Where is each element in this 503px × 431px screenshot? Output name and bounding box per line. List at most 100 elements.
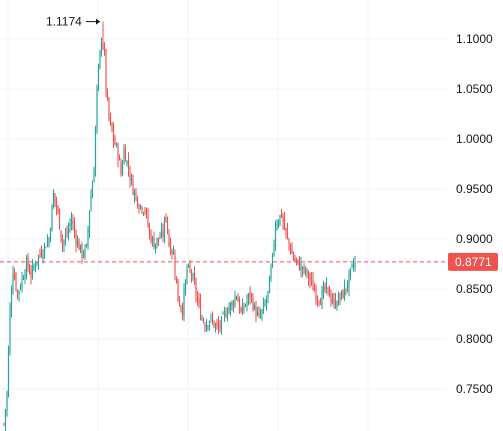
candle-body [24, 274, 26, 279]
candle-body [76, 240, 79, 247]
candle-body [114, 138, 116, 145]
candle-body [3, 423, 5, 425]
candle-body [148, 226, 151, 233]
candle-body [138, 207, 140, 210]
candle-body [292, 253, 295, 260]
candle-body [139, 204, 142, 207]
candle-body [12, 273, 14, 294]
candle-body [207, 325, 209, 327]
candle-body [255, 305, 257, 317]
candle-body [190, 271, 193, 276]
candle-body [52, 192, 55, 208]
candle-body [163, 219, 166, 237]
candle-body [342, 290, 344, 299]
candle-body [309, 277, 311, 281]
candle-body [216, 321, 218, 325]
candle-body [18, 290, 20, 295]
candle-body [214, 324, 217, 327]
candle-body [232, 303, 235, 306]
candle-body [319, 303, 322, 305]
candle-body [94, 128, 97, 175]
candle-body [217, 323, 220, 329]
candle-body [81, 243, 83, 258]
candle-body [75, 233, 77, 245]
candle-body [304, 267, 307, 273]
candle-body [229, 302, 232, 310]
candle-body [31, 265, 34, 275]
candle-body [120, 162, 122, 175]
candle-body [19, 287, 22, 289]
candle-body [252, 297, 254, 310]
candle-body [180, 305, 182, 309]
candle-body [234, 296, 236, 306]
candle-body [63, 240, 65, 246]
candle-body [286, 230, 289, 237]
candle-body [166, 217, 169, 231]
candle-body [58, 209, 61, 230]
candle-body [294, 259, 296, 261]
grid-lines [0, 0, 446, 431]
candle-body [79, 244, 82, 251]
candle-body [211, 318, 214, 321]
candle-body [115, 144, 118, 146]
candle-body [256, 312, 259, 316]
candle-body [210, 316, 212, 319]
candle-body [123, 147, 125, 164]
candle-body [97, 66, 100, 84]
candle-body [262, 303, 265, 311]
candle-body [25, 258, 28, 276]
candle-body [55, 199, 58, 208]
y-axis[interactable]: 1.1000 1.0500 1.0000 0.9500 0.9000 0.8500 0.80… [456, 32, 493, 396]
candle-body [337, 294, 340, 306]
candle-body [135, 193, 137, 196]
max-arrow-head-icon [96, 18, 100, 25]
candle-body [51, 205, 53, 232]
candle-body [159, 238, 161, 240]
candle-body [193, 272, 196, 284]
candle-body [283, 218, 286, 230]
candle-body [189, 266, 191, 271]
candle-body [171, 250, 173, 254]
candle-body [175, 276, 178, 283]
candle-body [21, 277, 23, 288]
candle-body [150, 232, 152, 243]
candle-body [265, 299, 268, 304]
candle-body [66, 232, 68, 235]
candle-body [198, 298, 200, 304]
candle-body [196, 297, 199, 300]
candle-body [69, 223, 71, 227]
candle-body [220, 316, 223, 330]
candle-body [144, 210, 146, 212]
candle-body [151, 237, 154, 241]
candle-body [100, 42, 103, 50]
candle-body [321, 291, 323, 308]
candle-body [288, 238, 290, 244]
candle-body [195, 282, 197, 296]
candle-body [91, 183, 94, 198]
candle-body [334, 298, 337, 308]
y-tick-label: 1.1000 [456, 32, 493, 46]
candle-body [235, 296, 238, 299]
y-tick-label: 0.8000 [456, 332, 493, 346]
candle-body [201, 317, 203, 320]
candle-body [9, 306, 11, 352]
candle-body [60, 230, 62, 238]
candle-body [259, 314, 262, 317]
candle-body [331, 299, 334, 303]
candle-body [174, 255, 176, 274]
candle-body [345, 288, 347, 290]
candle-body [96, 86, 98, 129]
candle-body [280, 212, 283, 217]
y-tick-label: 0.9500 [456, 182, 493, 196]
y-tick-label: 0.8500 [456, 282, 493, 296]
candle-body [172, 252, 175, 255]
candle-body [277, 222, 280, 227]
candle-body [37, 255, 40, 263]
candle-body [33, 265, 35, 268]
candle-body [327, 287, 329, 289]
candle-body [46, 241, 49, 246]
candle-body [42, 254, 44, 259]
candlestick-series [3, 21, 356, 431]
candle-body [237, 297, 239, 302]
